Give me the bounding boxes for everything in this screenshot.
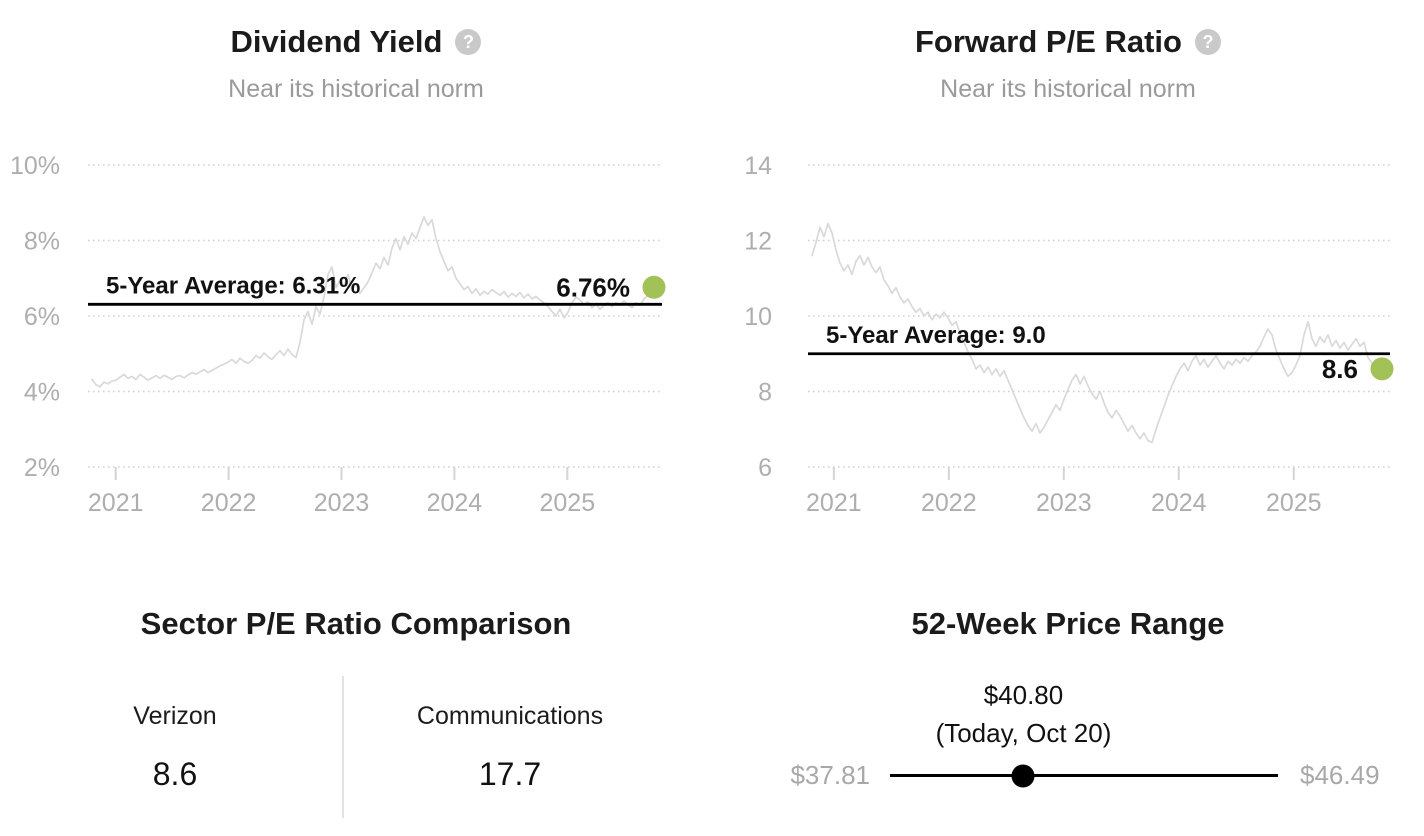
svg-text:2025: 2025	[1266, 489, 1322, 517]
forward-pe-subtitle: Near its historical norm	[940, 75, 1196, 103]
forward-pe-chart: 14 12 10 8 6 2021 2022 2023 2024 2025 5-Year Avera…	[744, 152, 1394, 517]
sector-comparison-panel: Sector P/E Ratio Comparison Verizon 8.6 …	[0, 580, 712, 836]
svg-text:6%: 6%	[24, 303, 60, 331]
dividend-yield-header: Dividend Yield ?	[0, 22, 712, 62]
svg-text:2024: 2024	[1151, 489, 1207, 517]
price-range-track	[890, 764, 1278, 787]
svg-text:2024: 2024	[427, 489, 483, 517]
forward-pe-panel: Forward P/E Ratio ? Near its historical …	[712, 0, 1424, 530]
current-price-date: (Today, Oct 20)	[935, 718, 1112, 748]
svg-text:6.76%: 6.76%	[556, 272, 630, 302]
svg-text:2%: 2%	[24, 454, 60, 482]
sector-comparison-title: Sector P/E Ratio Comparison	[140, 606, 572, 641]
question-mark-icon[interactable]: ?	[455, 29, 482, 55]
forward-pe-header: Forward P/E Ratio ?	[712, 22, 1424, 62]
svg-text:2022: 2022	[201, 489, 257, 517]
sector-column-verizon: Verizon 8.6	[0, 702, 350, 790]
svg-text:2025: 2025	[540, 489, 596, 517]
svg-text:4%: 4%	[24, 379, 60, 407]
svg-text:2021: 2021	[806, 489, 862, 517]
sector-column-label: Verizon	[133, 702, 217, 730]
price-range-low: $37.81	[790, 760, 870, 790]
svg-text:2022: 2022	[921, 489, 977, 517]
svg-text:14: 14	[744, 152, 772, 180]
sector-column-label: Communications	[416, 702, 604, 730]
svg-text:8%: 8%	[24, 228, 60, 256]
price-range-high: $46.49	[1300, 760, 1380, 790]
sector-column-communications: Communications 17.7	[343, 702, 677, 790]
price-range-panel: 52-Week Price Range $40.80 (Today, Oct 2…	[712, 580, 1424, 836]
price-range-marker-dot	[1011, 764, 1035, 787]
svg-text:5-Year Average: 9.0: 5-Year Average: 9.0	[826, 322, 1046, 349]
svg-text:10%: 10%	[10, 152, 60, 180]
dividend-yield-title: Dividend Yield	[230, 24, 443, 59]
svg-text:10: 10	[744, 303, 772, 331]
sector-column-value: 17.7	[478, 756, 542, 792]
forward-pe-title: Forward P/E Ratio	[915, 24, 1182, 59]
current-price: $40.80	[983, 680, 1064, 710]
svg-text:2021: 2021	[88, 489, 144, 517]
dividend-yield-panel: Dividend Yield ? Near its historical nor…	[0, 0, 712, 530]
price-range-current: $40.80 (Today, Oct 20)	[936, 680, 1112, 748]
svg-text:5-Year Average: 6.31%: 5-Year Average: 6.31%	[106, 272, 360, 299]
svg-text:12: 12	[744, 228, 772, 256]
svg-text:8: 8	[758, 379, 772, 407]
svg-text:8.6: 8.6	[1322, 354, 1358, 384]
question-mark-icon[interactable]: ?	[1194, 29, 1221, 55]
svg-text:2023: 2023	[314, 489, 370, 517]
dividend-yield-subtitle: Near its historical norm	[228, 75, 484, 103]
svg-text:6: 6	[758, 454, 772, 482]
dividend-yield-chart: 10% 8% 6% 4% 2% 2021 2022 2023 2024 2025 5-Year Av…	[10, 152, 666, 517]
vertical-divider	[342, 676, 344, 818]
price-range-title: 52-Week Price Range	[911, 606, 1225, 641]
sector-column-value: 8.6	[152, 756, 198, 792]
svg-text:2023: 2023	[1036, 489, 1092, 517]
